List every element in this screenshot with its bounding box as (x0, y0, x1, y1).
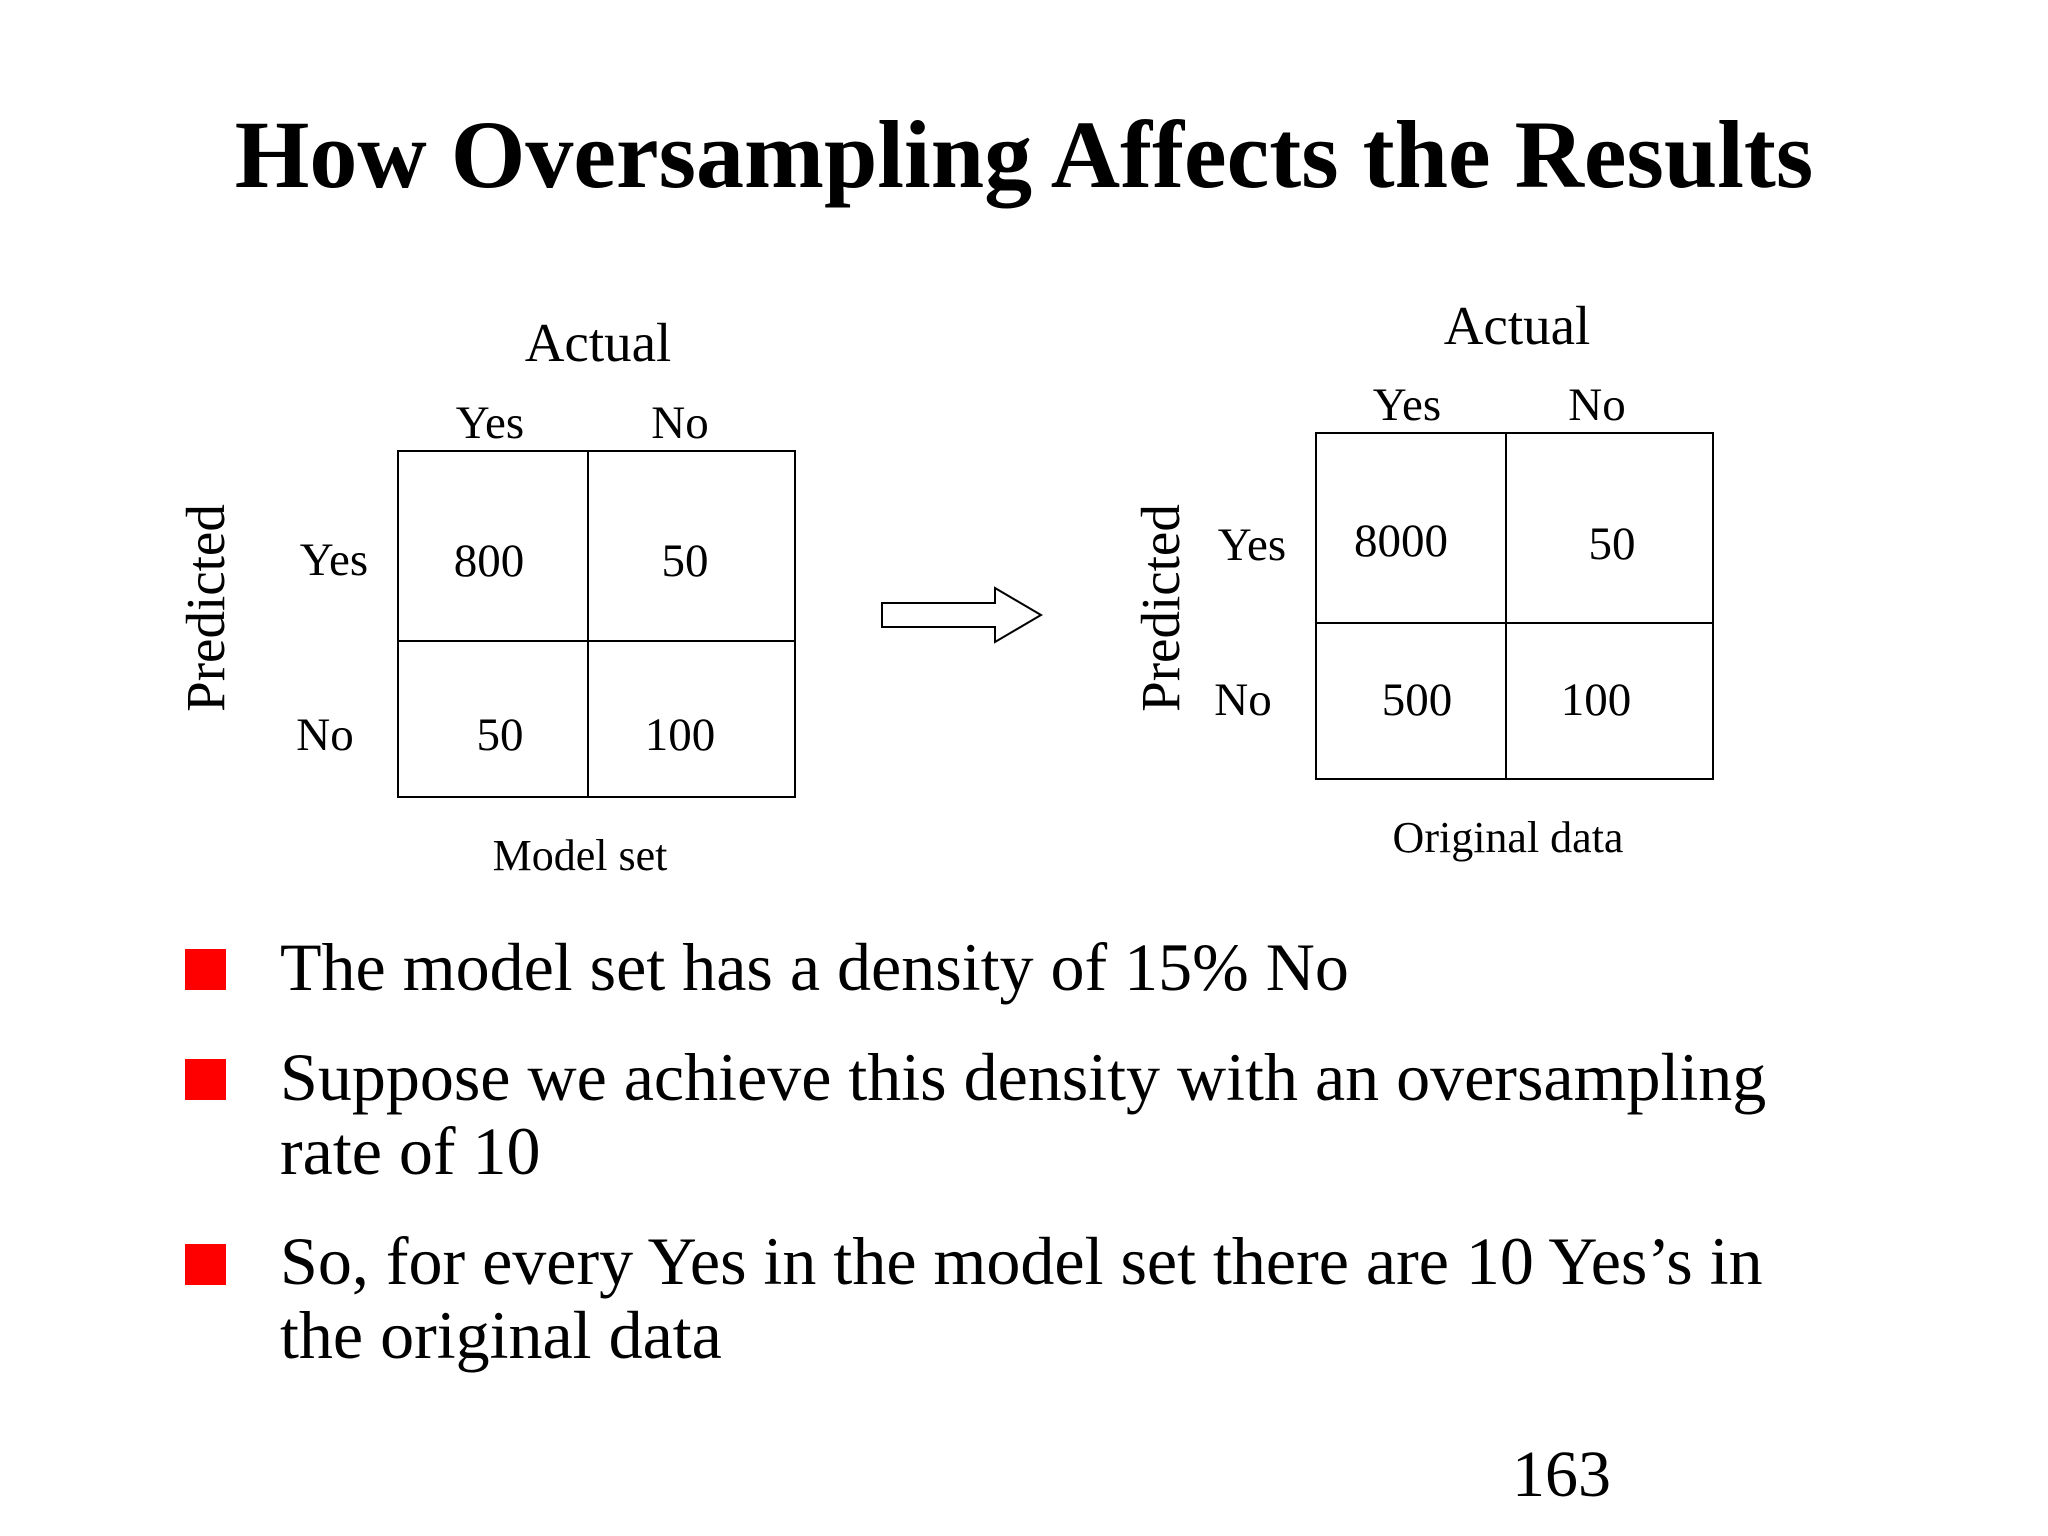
left-row-header-yes: Yes (299, 534, 369, 586)
left-col-header-no: No (651, 397, 709, 449)
bullet-text-line: Suppose we achieve this density with an … (280, 1039, 1767, 1115)
right-matrix-divider-horizontal (1315, 622, 1714, 624)
left-matrix-caption: Model set (492, 831, 668, 880)
right-arrow-icon (880, 585, 1045, 645)
right-matrix-divider-vertical (1505, 432, 1507, 780)
left-matrix-divider-horizontal (397, 640, 796, 642)
page-number: 163 (1512, 1438, 1611, 1511)
left-cell-yes-no: 50 (661, 535, 709, 587)
left-cell-yes-yes: 800 (453, 535, 525, 587)
left-col-header-yes: Yes (455, 397, 525, 449)
right-cell-yes-yes: 8000 (1354, 515, 1448, 567)
slide-title: How Oversampling Affects the Results (234, 101, 1814, 208)
right-matrix-grid (1315, 432, 1714, 780)
bullet-text-line: rate of 10 (280, 1113, 541, 1189)
bullet-text-line: the original data (280, 1297, 722, 1373)
left-matrix-divider-vertical (587, 450, 589, 798)
right-cell-no-yes: 500 (1381, 674, 1453, 726)
right-predicted-label: Predicted (1130, 504, 1191, 712)
right-cell-no-no: 100 (1560, 674, 1632, 726)
right-matrix-caption: Original data (1392, 813, 1624, 862)
left-matrix-grid (397, 450, 796, 798)
red-square-bullet-icon (185, 1244, 226, 1285)
bullet-text-line: The model set has a density of 15% No (280, 929, 1349, 1005)
left-row-header-no: No (296, 709, 354, 761)
red-square-bullet-icon (185, 1059, 226, 1100)
left-cell-no-no: 100 (644, 709, 716, 761)
right-col-header-yes: Yes (1372, 379, 1442, 431)
right-cell-yes-no: 50 (1588, 518, 1636, 570)
left-predicted-label: Predicted (175, 504, 236, 712)
red-square-bullet-icon (185, 949, 226, 990)
right-row-header-no: No (1214, 674, 1272, 726)
right-actual-label: Actual (1443, 295, 1591, 356)
right-row-header-yes: Yes (1217, 519, 1287, 571)
right-col-header-no: No (1568, 379, 1626, 431)
left-actual-label: Actual (524, 312, 672, 373)
bullet-text-line: So, for every Yes in the model set there… (280, 1223, 1763, 1299)
left-cell-no-yes: 50 (476, 709, 524, 761)
